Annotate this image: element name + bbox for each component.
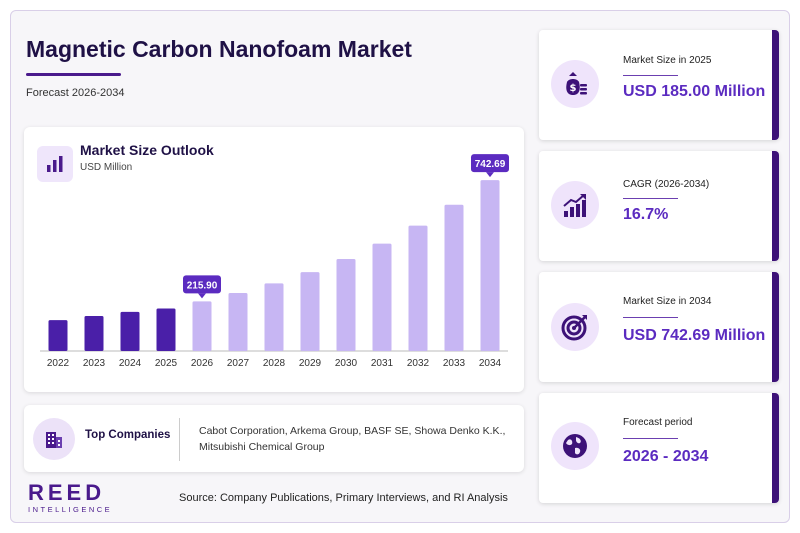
bar-chart-icon	[37, 146, 73, 182]
bar-2032	[408, 225, 428, 351]
x-tick-label: 2027	[227, 358, 250, 369]
kpi-underline	[623, 198, 678, 199]
x-tick-label: 2028	[263, 358, 286, 369]
money-bag-icon: $	[551, 60, 599, 108]
top-companies-label: Top Companies	[85, 429, 171, 441]
kpi-underline	[623, 317, 678, 318]
bar-2034	[480, 180, 500, 351]
kpi-accent-bar	[772, 151, 779, 261]
kpi-accent-bar	[772, 393, 779, 503]
top-companies-card: Top Companies Cabot Corporation, Arkema …	[24, 405, 524, 472]
bar-chart: 2022 2023 2024 2025 2026 2027 2028 2029 2030 2031…	[40, 154, 509, 369]
bar-2022	[48, 320, 68, 351]
kpi-accent-bar	[772, 30, 779, 140]
kpi-card-market-size-2025: $ Market Size in 2025 USD 185.00 Million	[539, 30, 779, 140]
chart-title: Market Size Outlook	[80, 142, 214, 158]
x-tick-label: 2033	[443, 358, 466, 369]
reed-intelligence-logo: REED INTELLIGENCE	[28, 480, 113, 515]
bar-2025	[156, 308, 176, 351]
svg-text:215.90: 215.90	[187, 280, 218, 291]
x-tick-label: 2032	[407, 358, 430, 369]
bar-2027	[228, 293, 248, 351]
kpi-label: Forecast period	[623, 417, 693, 428]
kpi-value: 16.7%	[623, 206, 669, 223]
kpi-label: CAGR (2026-2034)	[623, 179, 710, 190]
kpi-card-forecast-period: Forecast period 2026 - 2034	[539, 393, 779, 503]
bar-2029	[300, 272, 320, 351]
page-subtitle: Forecast 2026-2034	[26, 87, 125, 99]
x-tick-label: 2023	[83, 358, 106, 369]
globe-icon	[551, 422, 599, 470]
bar-2026	[192, 301, 212, 351]
divider	[179, 418, 180, 461]
bar-2023	[84, 316, 104, 351]
bar-2033	[444, 204, 464, 351]
data-label-2026: 215.90	[183, 275, 221, 299]
x-tick-label: 2030	[335, 358, 358, 369]
bar-2028	[264, 283, 284, 351]
x-tick-label: 2022	[47, 358, 70, 369]
svg-text:742.69: 742.69	[475, 159, 506, 170]
building-icon	[33, 418, 75, 460]
kpi-card-cagr: CAGR (2026-2034) 16.7%	[539, 151, 779, 261]
chart-card: Market Size Outlook USD Million 2022 2023…	[24, 127, 524, 392]
title-underline	[26, 73, 121, 76]
kpi-value: 2026 - 2034	[623, 448, 709, 465]
kpi-underline	[623, 75, 678, 76]
kpi-label: Market Size in 2025	[623, 55, 712, 66]
page-title: Magnetic Carbon Nanofoam Market	[26, 36, 412, 62]
x-tick-label: 2034	[479, 358, 502, 369]
logo-main-text: REED	[28, 480, 106, 505]
kpi-accent-bar	[772, 272, 779, 382]
target-icon	[551, 303, 599, 351]
growth-chart-icon	[551, 181, 599, 229]
x-tick-label: 2024	[119, 358, 142, 369]
x-tick-label: 2031	[371, 358, 394, 369]
bar-2031	[372, 243, 392, 351]
kpi-card-market-size-2034: Market Size in 2034 USD 742.69 Million	[539, 272, 779, 382]
kpi-underline	[623, 438, 678, 439]
source-note: Source: Company Publications, Primary In…	[179, 492, 508, 504]
bar-2030	[336, 259, 356, 351]
x-tick-label: 2026	[191, 358, 214, 369]
kpi-value: USD 185.00 Million	[623, 83, 766, 100]
data-label-2034: 742.69	[471, 154, 509, 178]
chart-unit: USD Million	[80, 162, 133, 173]
svg-text:$: $	[570, 83, 577, 94]
x-tick-label: 2029	[299, 358, 322, 369]
top-companies-list: Cabot Corporation, Arkema Group, BASF SE…	[199, 425, 506, 453]
kpi-label: Market Size in 2034	[623, 296, 712, 307]
kpi-value: USD 742.69 Million	[623, 327, 766, 344]
bar-2024	[120, 311, 140, 351]
x-tick-label: 2025	[155, 358, 178, 369]
logo-sub-text: INTELLIGENCE	[28, 505, 113, 514]
